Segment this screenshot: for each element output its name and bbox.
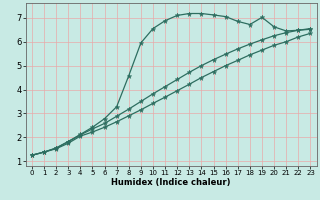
X-axis label: Humidex (Indice chaleur): Humidex (Indice chaleur) [111,178,231,187]
